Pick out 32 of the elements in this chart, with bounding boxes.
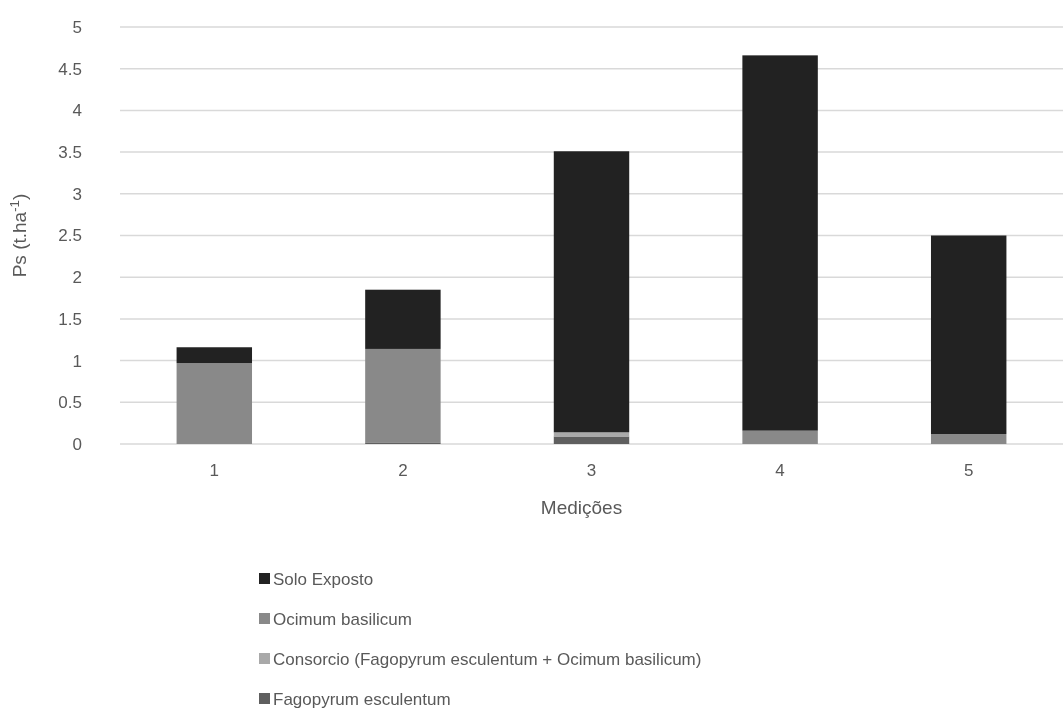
y-tick-label: 0.5 — [58, 393, 82, 413]
y-tick-label: 1 — [72, 351, 82, 371]
x-tick-label: 5 — [963, 461, 974, 480]
y-tick-label: 1.5 — [58, 309, 82, 329]
y-tick-label: 0 — [72, 434, 82, 454]
y-tick-label: 4.5 — [58, 59, 82, 79]
y-tick-label: 5 — [72, 17, 82, 37]
bar — [365, 289, 441, 349]
bar — [176, 347, 253, 364]
legend-label: Solo Exposto — [273, 569, 374, 589]
x-tick-label: 3 — [586, 461, 597, 480]
x-tick-label: 1 — [209, 461, 220, 480]
y-tick-label: 3 — [72, 184, 82, 204]
y-tick-label: 3.5 — [58, 143, 82, 163]
bar — [742, 430, 818, 444]
bar — [930, 235, 1007, 434]
x-axis-title: Medições — [540, 497, 623, 518]
x-tick-label: 4 — [775, 461, 785, 480]
y-tick-label: 2.5 — [58, 226, 82, 246]
y-tick-label: 4 — [72, 101, 82, 121]
bar — [176, 363, 253, 444]
x-tick-label: 2 — [398, 461, 408, 480]
y-tick-label: 2 — [72, 268, 82, 288]
legend-label: Ocimum basilicum — [273, 609, 412, 629]
bar — [365, 348, 441, 443]
bar — [553, 151, 630, 433]
legend-label: Fagopyrum esculentum — [273, 689, 451, 709]
bar — [930, 433, 1007, 444]
bar — [553, 432, 630, 437]
bar — [742, 55, 818, 431]
bar — [553, 436, 630, 444]
legend-label: Consorcio (Fagopyrum esculentum + Ocimum basilicum) — [273, 649, 702, 669]
